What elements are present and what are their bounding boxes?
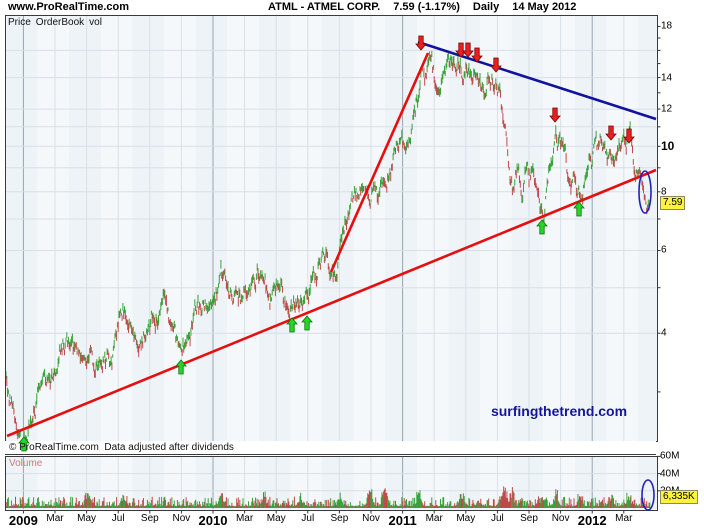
time-axis-label-jul: Jul bbox=[111, 513, 125, 524]
price-axis-label-12: 12 bbox=[661, 103, 673, 115]
pane-toolbar: Price OrderBook vol bbox=[8, 17, 107, 28]
time-axis-label-may: May bbox=[456, 513, 476, 524]
time-axis-label-2010: 2010 bbox=[198, 513, 228, 528]
toolbar-item-orderbook[interactable]: OrderBook bbox=[35, 17, 85, 28]
price-pane[interactable] bbox=[5, 15, 658, 442]
price-axis-label-18: 18 bbox=[661, 20, 673, 32]
time-axis-label-may: May bbox=[266, 513, 286, 524]
time-axis-label-sep: Sep bbox=[140, 513, 159, 524]
symbol-name: ATML - ATMEL CORP. bbox=[268, 1, 381, 13]
volume-pane-label: Volume bbox=[9, 458, 43, 469]
time-axis-label-may: May bbox=[77, 513, 97, 524]
time-axis-label-jul: Jul bbox=[490, 513, 504, 524]
timeframe: Daily bbox=[472, 1, 500, 13]
time-axis-label-sep: Sep bbox=[330, 513, 349, 524]
time-axis-label-mar: Mar bbox=[615, 513, 633, 524]
last-price-badge: 7.59 bbox=[660, 196, 686, 210]
toolbar-item-price[interactable]: Price bbox=[8, 17, 31, 28]
time-axis-label-mar: Mar bbox=[46, 513, 64, 524]
toolbar-item-vol[interactable]: vol bbox=[89, 17, 102, 28]
price-axis-label-6: 6 bbox=[661, 244, 667, 256]
price-axis-label-10: 10 bbox=[661, 139, 675, 153]
time-axis-label-mar: Mar bbox=[235, 513, 254, 524]
price-axis-label-14: 14 bbox=[661, 72, 673, 84]
time-axis-label-mar: Mar bbox=[425, 513, 443, 524]
last-price-and-change: 7.59 (-1.17%) bbox=[393, 1, 460, 13]
copyright-strip bbox=[5, 441, 656, 455]
time-axis-label-2009: 2009 bbox=[8, 513, 38, 528]
watermark-text: surfingthetrend.com bbox=[490, 403, 628, 419]
time-axis-label-sep: Sep bbox=[520, 513, 538, 524]
volume-axis-label-40M: 40M bbox=[660, 468, 680, 480]
price-axis-label-4: 4 bbox=[661, 327, 667, 339]
time-axis-label-2012: 2012 bbox=[577, 513, 607, 528]
volume-axis-label-60M: 60M bbox=[660, 450, 680, 462]
chart-date: 14 May 2012 bbox=[512, 1, 577, 13]
chart-title: ATML - ATMEL CORP. 7.59 (-1.17%) Daily 14 M… bbox=[268, 1, 589, 13]
time-axis-label-nov: Nov bbox=[362, 513, 380, 524]
prorealtime-site-link[interactable]: www.ProRealTime.com bbox=[8, 1, 130, 13]
time-axis-label-nov: Nov bbox=[172, 513, 191, 524]
volume-pane[interactable] bbox=[5, 456, 658, 511]
last-volume-badge: 6,335K bbox=[660, 490, 698, 504]
price-axis-label-8: 8 bbox=[661, 186, 667, 198]
time-axis-label-2011: 2011 bbox=[388, 513, 417, 528]
time-axis-label-jul: Jul bbox=[301, 513, 315, 524]
time-axis-label-nov: Nov bbox=[551, 513, 570, 524]
copyright-note: © ProRealTime.com Data adjusted after di… bbox=[9, 442, 234, 453]
